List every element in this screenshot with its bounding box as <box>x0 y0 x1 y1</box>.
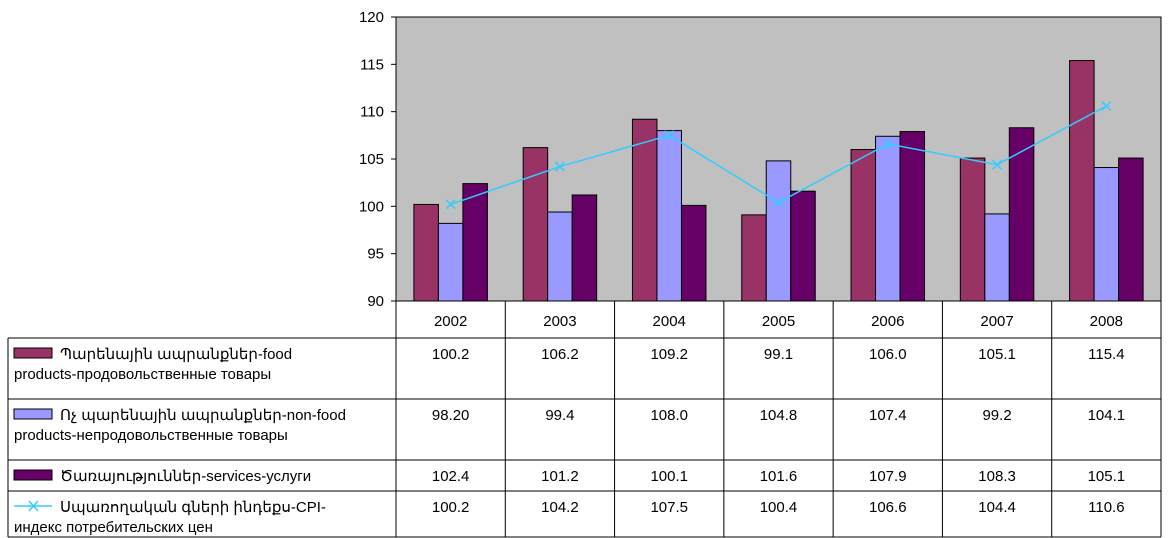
bar <box>959 157 986 302</box>
y-tick-label: 105 <box>359 151 384 168</box>
bar <box>899 131 926 302</box>
bar <box>850 149 877 302</box>
data-label: 101.6 <box>760 468 798 485</box>
bar <box>765 160 792 302</box>
data-label: 100.4 <box>760 499 798 516</box>
bar <box>522 147 549 302</box>
cpi-point <box>554 161 565 172</box>
data-label: 100.1 <box>650 468 688 485</box>
data-label: 104.1 <box>1088 407 1126 424</box>
bar <box>437 222 464 302</box>
bar <box>790 190 816 302</box>
data-label: 109.2 <box>650 346 688 363</box>
bar <box>547 211 573 302</box>
data-label: 105.1 <box>978 346 1016 363</box>
data-label: 102.4 <box>432 468 470 485</box>
data-label: 104.2 <box>541 499 579 516</box>
bar <box>875 135 901 302</box>
bar <box>741 214 767 302</box>
y-tick-label: 90 <box>367 293 384 310</box>
data-label: 115.4 <box>1088 346 1124 363</box>
y-tick-label: 95 <box>367 246 384 263</box>
y-tick-label: 110 <box>360 104 384 121</box>
legend-label: Ծառայություններ-services-услуги <box>60 468 311 485</box>
bar <box>984 213 1010 302</box>
data-label: 98.20 <box>432 407 470 424</box>
bar <box>1069 60 1095 302</box>
bar <box>1008 127 1035 302</box>
y-tick-label: 120 <box>359 9 384 26</box>
data-label: 106.2 <box>541 346 579 363</box>
legend-marker <box>28 500 39 512</box>
x-tick-label: 2003 <box>543 313 576 330</box>
data-label: 101.2 <box>541 468 579 485</box>
bar <box>571 194 598 302</box>
data-label: 100.2 <box>432 346 470 363</box>
cpi-point <box>445 199 456 210</box>
data-label: 107.9 <box>869 468 907 485</box>
data-label: 110.6 <box>1088 499 1124 516</box>
data-label: 106.0 <box>869 346 907 363</box>
data-label: 107.4 <box>869 407 907 424</box>
cpi-point <box>773 197 784 208</box>
data-label: 99.1 <box>764 346 793 363</box>
x-tick-label: 2008 <box>1090 313 1123 330</box>
legend-label: Սպառողական գների ինդեքս-CPI- <box>60 499 326 516</box>
x-tick-label: 2004 <box>653 313 686 330</box>
x-tick-label: 2005 <box>762 313 795 330</box>
data-label: 108.3 <box>978 468 1016 485</box>
bar <box>680 204 707 302</box>
legend-label: Պարենային ապրանքներ-food <box>60 346 292 363</box>
bar <box>656 130 682 302</box>
legend-swatch <box>13 347 53 359</box>
legend-label: Ոչ պարենային ապրանքներ-non-food <box>60 407 346 424</box>
bar <box>462 183 488 302</box>
legend-label: products-продовольственные товары <box>14 366 271 383</box>
bar <box>413 203 439 302</box>
legend-label: индекс потребительских цен <box>14 519 213 536</box>
x-tick-label: 2006 <box>871 313 904 330</box>
data-label: 104.8 <box>760 407 798 424</box>
legend-swatch <box>13 469 53 481</box>
data-label: 107.5 <box>650 499 688 516</box>
data-label: 100.2 <box>432 499 470 516</box>
cpi-point <box>992 159 1003 170</box>
data-label: 106.6 <box>869 499 907 516</box>
bar <box>1093 167 1120 302</box>
data-label: 99.4 <box>545 407 574 424</box>
legend-label: products-непродовольственные товары <box>14 427 288 444</box>
data-label: 99.2 <box>982 407 1011 424</box>
data-label: 104.4 <box>978 499 1016 516</box>
x-tick-label: 2007 <box>980 313 1013 330</box>
cpi-point <box>1101 100 1112 112</box>
bar <box>631 118 658 302</box>
y-tick-label: 100 <box>359 198 384 215</box>
bar <box>1118 157 1144 302</box>
data-label: 108.0 <box>650 407 688 424</box>
legend-swatch <box>13 408 53 420</box>
cpi-point <box>664 130 675 141</box>
data-label: 105.1 <box>1088 468 1126 485</box>
cpi-point <box>882 138 893 149</box>
x-tick-label: 2002 <box>434 313 467 330</box>
y-tick-label: 115 <box>360 56 384 73</box>
